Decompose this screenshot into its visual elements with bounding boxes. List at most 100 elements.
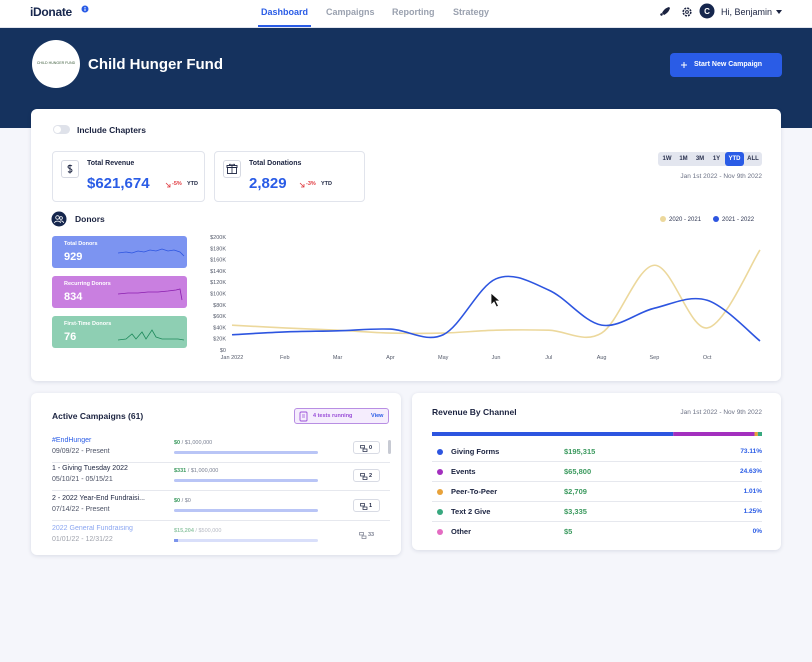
down-arrow — [299, 182, 305, 188]
legend-label: 2020 - 2021 — [669, 217, 702, 223]
greeting[interactable]: Hi, Benjamin — [721, 7, 773, 17]
donor-card-label: First-Time Donors — [64, 321, 112, 327]
nav-tab[interactable]: Dashboard — [257, 7, 312, 27]
channel-name: Text 2 Give — [451, 507, 491, 516]
channels-title: Revenue By Channel — [432, 407, 517, 417]
donor-card[interactable]: First-Time Donors 76 — [52, 316, 187, 348]
campaign-dates: 05/10/21 - 05/15/21 — [52, 476, 113, 483]
tests-count[interactable]: 33 — [353, 529, 380, 542]
sparkline — [118, 329, 185, 341]
legend-swatch — [713, 216, 719, 222]
donor-card-value: 834 — [64, 291, 83, 303]
x-tick-label: Jan 2022 — [220, 355, 244, 361]
donor-card-value: 76 — [64, 331, 77, 343]
nav-tab[interactable]: Campaigns — [326, 7, 375, 17]
x-tick-label: Jul — [545, 355, 553, 361]
campaign-name[interactable]: 2022 General Fundraising — [52, 525, 133, 532]
legend-swatch — [660, 216, 666, 222]
channel-name: Other — [451, 527, 472, 536]
org-logo-text: CHILD HUNGER FUND — [36, 61, 76, 65]
start-campaign-button[interactable]: Start New Campaign — [670, 53, 782, 77]
y-tick-label: $200K — [210, 235, 226, 241]
donor-card[interactable]: Total Donors 929 — [52, 236, 187, 268]
row-divider — [52, 520, 390, 521]
settings-icon[interactable] — [681, 6, 693, 18]
info-icon[interactable] — [81, 5, 89, 13]
nav-tab[interactable]: Reporting — [392, 7, 435, 17]
brand[interactable]: iDonate — [30, 5, 72, 19]
range-button[interactable]: 1M — [679, 156, 688, 162]
campaign-dates: 07/14/22 - Present — [52, 506, 110, 513]
progress-fill — [174, 539, 178, 542]
share-segment — [757, 432, 762, 436]
channel-share: 0% — [752, 528, 762, 535]
rocket-icon[interactable] — [659, 6, 671, 18]
progress-bar — [174, 539, 318, 542]
tests-count[interactable]: 0 — [353, 441, 380, 454]
kpi-icon — [61, 160, 79, 178]
donor-card[interactable]: Recurring Donors 834 — [52, 276, 187, 308]
channel-name: Giving Forms — [451, 447, 500, 456]
x-tick-label: Aug — [596, 355, 607, 361]
range-button[interactable]: 3M — [695, 156, 705, 162]
kpi-label: Total Donations — [249, 160, 302, 167]
view-link[interactable]: View — [371, 413, 384, 419]
tests-count[interactable]: 1 — [353, 499, 380, 512]
channel-amount: $5 — [564, 527, 573, 536]
campaign-name[interactable]: #EndHunger — [52, 437, 92, 444]
range-button[interactable]: ALL — [747, 156, 759, 162]
channel-share: 73.11% — [740, 448, 762, 455]
kpi-label: Total Revenue — [87, 160, 135, 167]
channel-dot — [437, 449, 443, 455]
legend-label: 2021 - 2022 — [722, 217, 755, 223]
range-button[interactable]: 1Y — [712, 156, 721, 162]
channel-dot — [437, 489, 443, 495]
nav-tab[interactable]: Strategy — [453, 7, 490, 17]
campaign-raised: $331 / $1,000,000 — [174, 468, 219, 474]
tests-badge[interactable]: 4 tests running View — [294, 408, 389, 424]
caret-icon[interactable] — [776, 10, 782, 15]
campaign-name[interactable]: 2 - 2022 Year-End Fundraisi... — [52, 495, 146, 502]
mouse-cursor — [490, 292, 502, 308]
progress-bar — [174, 479, 318, 482]
progress-bar — [174, 509, 318, 512]
channel-amount: $3,335 — [564, 507, 587, 516]
avatar[interactable]: C — [699, 3, 715, 19]
kpi-period: YTD — [321, 181, 332, 187]
donor-card-label: Recurring Donors — [64, 281, 111, 287]
row-divider — [432, 521, 762, 522]
avatar-initial: C — [704, 7, 710, 16]
x-tick-label: Feb — [280, 355, 290, 361]
x-tick-label: Jun — [491, 355, 501, 361]
channels-date-range: Jan 1st 2022 - Nov 9th 2022 — [680, 409, 762, 416]
x-tick-label: May — [437, 355, 449, 361]
progress-bar — [174, 451, 318, 454]
donor-card-label: Total Donors — [64, 241, 98, 247]
campaign-raised: $0 / $1,000,000 — [174, 440, 213, 446]
row-divider — [432, 481, 762, 482]
range-button[interactable]: YTD — [725, 152, 744, 166]
gift-icon — [226, 163, 238, 174]
x-tick-label: Apr — [386, 355, 395, 361]
y-tick-label: $140K — [210, 269, 226, 275]
range-button[interactable]: 1W — [662, 156, 672, 162]
channel-name: Events — [451, 467, 476, 476]
tests-count-value: 33 — [368, 532, 375, 538]
x-tick-label: Mar — [332, 355, 343, 361]
y-tick-label: $40K — [213, 325, 226, 331]
campaign-goal: / $1,000,000 — [181, 440, 213, 446]
scrollbar[interactable] — [388, 440, 391, 454]
y-tick-label: $80K — [213, 303, 226, 309]
campaign-name[interactable]: 1 - Giving Tuesday 2022 — [52, 465, 128, 472]
kpi-donations: Total Donations 2,829 -3% YTD — [214, 151, 365, 202]
campaign-raised: $0 / $0 — [174, 498, 191, 504]
y-tick-label: $20K — [213, 337, 226, 343]
channel-share: 1.01% — [743, 488, 762, 495]
tests-count[interactable]: 2 — [353, 469, 380, 482]
tests-icon — [299, 411, 308, 422]
kpi-revenue: Total Revenue $621,674 -5% YTD — [52, 151, 205, 202]
date-range: Jan 1st 2022 - Nov 9th 2022 — [680, 173, 762, 180]
campaign-goal: / $500,000 — [195, 528, 222, 534]
toggle[interactable] — [53, 125, 70, 134]
